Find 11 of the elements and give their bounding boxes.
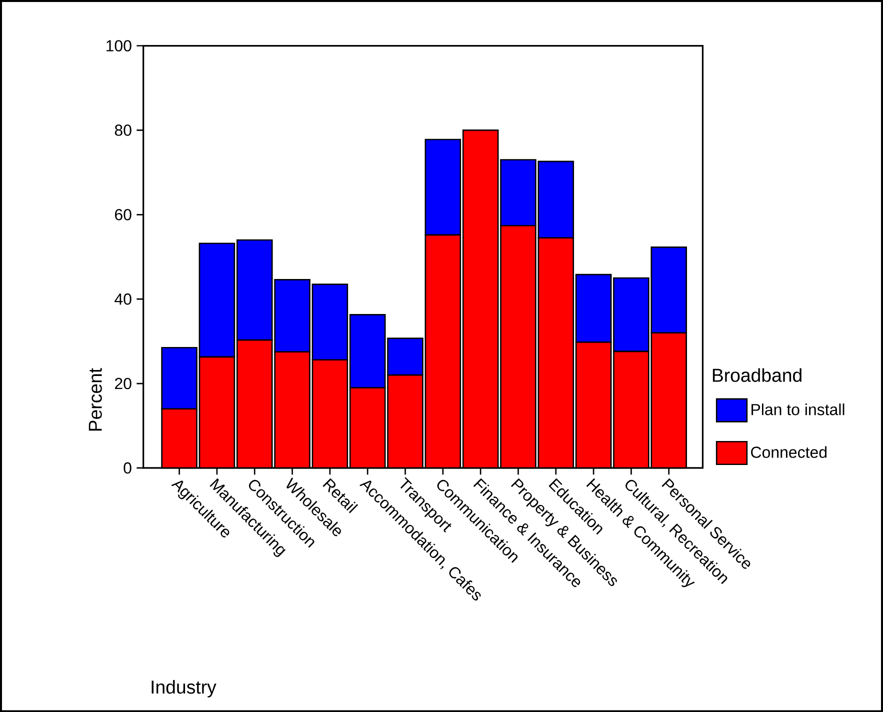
y-tick-label: 80 bbox=[114, 124, 132, 136]
x-axis-title: Industry bbox=[152, 680, 216, 698]
y-tick-label: 0 bbox=[124, 462, 132, 474]
y-tick-label: 60 bbox=[115, 208, 132, 220]
legend-title: Broadband bbox=[712, 368, 802, 382]
legend-label: Connected bbox=[751, 446, 826, 458]
y-axis-title: Percent bbox=[88, 368, 102, 431]
legend-label: Plan to install bbox=[752, 403, 844, 416]
y-tick-label: 40 bbox=[114, 293, 132, 305]
y-tick-label: 100 bbox=[106, 40, 132, 52]
y-tick-label: 20 bbox=[114, 378, 132, 390]
